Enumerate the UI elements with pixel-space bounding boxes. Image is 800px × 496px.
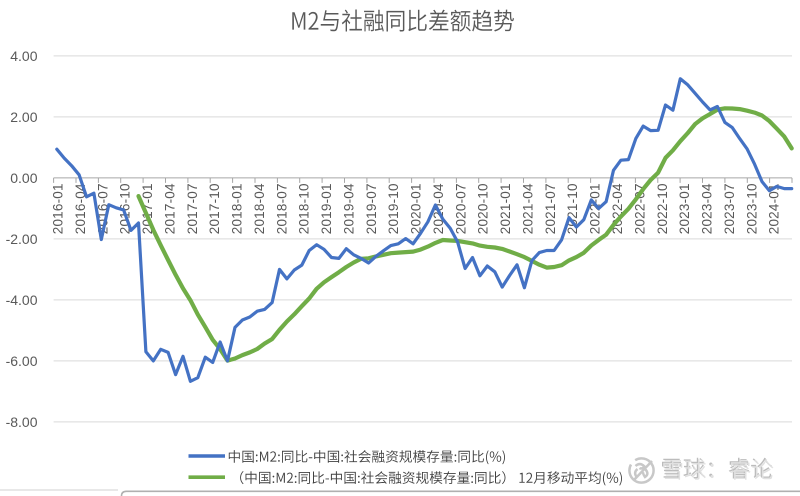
svg-text:2018-07: 2018-07 <box>274 183 289 234</box>
svg-text:2019-04: 2019-04 <box>342 183 357 234</box>
svg-text:2019-01: 2019-01 <box>319 183 334 234</box>
svg-text:2.00: 2.00 <box>10 109 37 125</box>
svg-text:4.00: 4.00 <box>10 48 37 64</box>
svg-text:2019-07: 2019-07 <box>364 183 379 234</box>
svg-text:2017-07: 2017-07 <box>185 183 200 234</box>
svg-text:2021-07: 2021-07 <box>543 183 558 234</box>
svg-text:2018-04: 2018-04 <box>252 183 267 234</box>
svg-text:-2.00: -2.00 <box>6 231 38 247</box>
svg-text:2022-10: 2022-10 <box>655 183 670 234</box>
svg-text:-6.00: -6.00 <box>6 353 38 369</box>
svg-text:2021-04: 2021-04 <box>521 183 536 234</box>
svg-text:2016-04: 2016-04 <box>73 183 88 234</box>
svg-text:2023-07: 2023-07 <box>722 183 737 234</box>
svg-text:2020-10: 2020-10 <box>476 183 491 234</box>
svg-text:2021-01: 2021-01 <box>498 183 513 234</box>
svg-text:2023-04: 2023-04 <box>700 183 715 234</box>
svg-text:2019-10: 2019-10 <box>386 183 401 234</box>
svg-text:2020-07: 2020-07 <box>453 183 468 234</box>
svg-text:-8.00: -8.00 <box>6 414 38 430</box>
svg-text:2017-10: 2017-10 <box>207 183 222 234</box>
svg-text:2018-01: 2018-01 <box>230 183 245 234</box>
svg-text:2020-01: 2020-01 <box>409 183 424 234</box>
svg-text:2018-10: 2018-10 <box>297 183 312 234</box>
svg-text:2023-10: 2023-10 <box>744 183 759 234</box>
svg-text:2023-01: 2023-01 <box>677 183 692 234</box>
svg-text:0.00: 0.00 <box>10 170 37 186</box>
svg-text:-4.00: -4.00 <box>6 292 38 308</box>
svg-text:2022-01: 2022-01 <box>588 183 603 234</box>
svg-text:2017-04: 2017-04 <box>163 183 178 234</box>
svg-text:2024-01: 2024-01 <box>767 183 782 234</box>
svg-text:2016-01: 2016-01 <box>51 183 66 234</box>
